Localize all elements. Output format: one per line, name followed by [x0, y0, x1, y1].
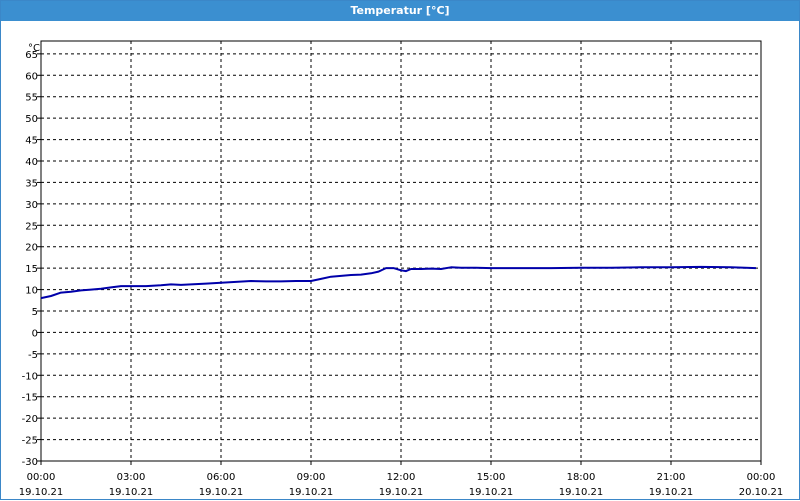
y-axis-unit: °C — [28, 43, 40, 54]
x-tick-label-time: 09:00 — [297, 472, 326, 483]
window-title: Temperatur [°C] — [1, 1, 799, 21]
x-tick-label-date: 19.10.21 — [109, 487, 154, 498]
x-tick-label-time: 03:00 — [117, 472, 146, 483]
y-tick-label: 30 — [25, 200, 38, 211]
y-tick-label: 25 — [25, 221, 38, 232]
y-tick-label: -30 — [22, 457, 38, 468]
y-tick-label: 45 — [25, 136, 38, 147]
label-layer: °C65605550454035302520151050-5-10-15-20-… — [19, 43, 784, 498]
y-tick-label: 40 — [25, 157, 38, 168]
y-tick-label: 65 — [25, 50, 38, 61]
y-tick-label: 15 — [25, 264, 38, 275]
x-tick-label-time: 00:00 — [27, 472, 56, 483]
y-tick-label: -5 — [28, 350, 38, 361]
x-tick-label-date: 19.10.21 — [649, 487, 694, 498]
x-tick-label-date: 19.10.21 — [199, 487, 244, 498]
x-tick-label-date: 19.10.21 — [559, 487, 604, 498]
x-tick-label-time: 12:00 — [387, 472, 416, 483]
x-tick-label-time: 18:00 — [567, 472, 596, 483]
x-tick-label-date: 20.10.21 — [739, 487, 784, 498]
tick-layer — [37, 53, 762, 465]
temperature-series-line — [40, 265, 757, 300]
y-tick-label: 35 — [25, 178, 38, 189]
x-tick-label-date: 19.10.21 — [469, 487, 514, 498]
grid-layer — [41, 41, 761, 461]
x-tick-label-time: 21:00 — [657, 472, 686, 483]
x-tick-label-time: 00:00 — [747, 472, 776, 483]
x-tick-label-time: 06:00 — [207, 472, 236, 483]
y-tick-label: -25 — [22, 436, 38, 447]
x-tick-label-date: 19.10.21 — [289, 487, 334, 498]
y-tick-label: 0 — [32, 328, 38, 339]
x-tick-label-date: 19.10.21 — [19, 487, 64, 498]
y-tick-label: -20 — [22, 414, 38, 425]
x-tick-label-date: 19.10.21 — [379, 487, 424, 498]
y-tick-label: 10 — [25, 286, 38, 297]
series-layer — [40, 265, 757, 300]
y-tick-label: 60 — [25, 71, 38, 82]
y-tick-label: 50 — [25, 114, 38, 125]
y-tick-label: -10 — [22, 371, 38, 382]
y-tick-label: -15 — [22, 393, 38, 404]
y-tick-label: 5 — [32, 307, 38, 318]
y-tick-label: 20 — [25, 243, 38, 254]
y-tick-label: 55 — [25, 93, 38, 104]
x-tick-label-time: 15:00 — [477, 472, 506, 483]
